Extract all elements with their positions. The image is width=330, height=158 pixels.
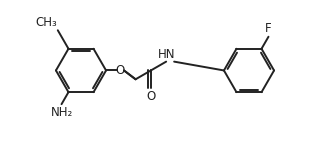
Text: O: O bbox=[116, 64, 125, 77]
Text: CH₃: CH₃ bbox=[35, 16, 57, 29]
Text: F: F bbox=[265, 22, 272, 35]
Text: NH₂: NH₂ bbox=[50, 106, 73, 119]
Text: O: O bbox=[146, 90, 155, 103]
Text: HN: HN bbox=[157, 48, 175, 61]
